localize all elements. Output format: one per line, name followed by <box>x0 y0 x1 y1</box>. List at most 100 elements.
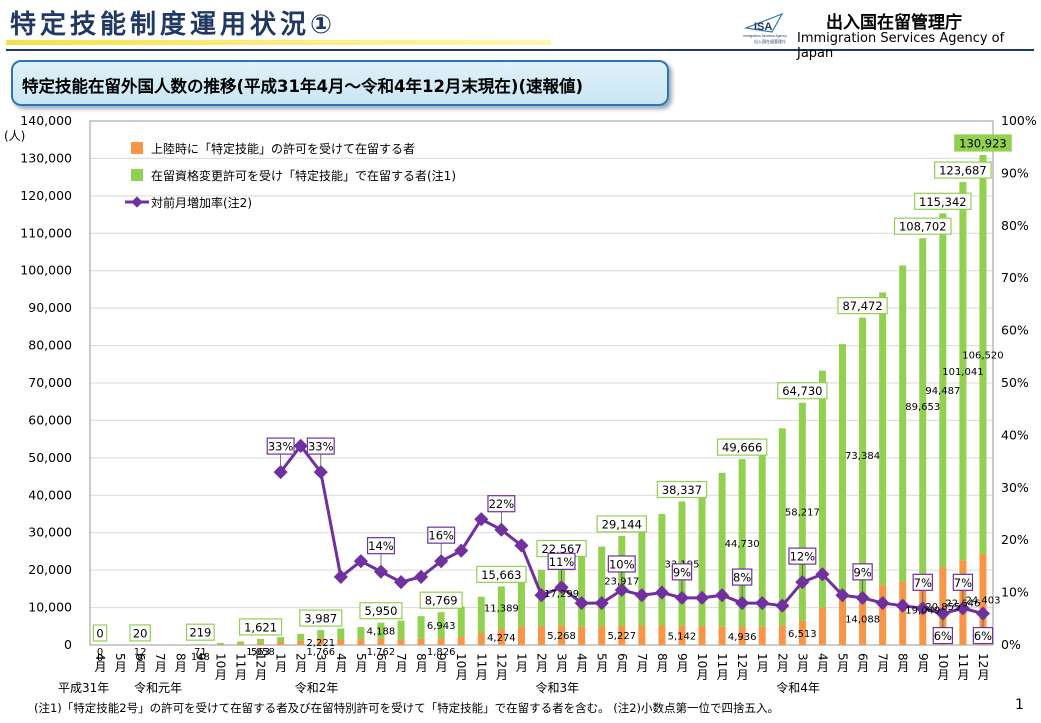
rate-marker <box>574 596 589 611</box>
y2-tick-label: 70% <box>1001 270 1029 285</box>
bar-status-change <box>899 265 907 582</box>
total-label: 15,663 <box>481 568 521 582</box>
x-tick-label: 4月 <box>93 653 107 673</box>
rate-label-box <box>972 626 994 645</box>
logo-en: Immigration Services Agency <box>743 34 787 38</box>
rate-marker <box>594 596 609 611</box>
bar-status-change <box>437 612 445 639</box>
bar-landing <box>277 642 285 645</box>
bar-status-change <box>477 596 485 634</box>
total-label-box <box>837 297 888 315</box>
bar-status-change <box>798 402 806 621</box>
x-tick-label: 5月 <box>836 653 850 673</box>
bar-status-change <box>839 344 846 601</box>
total-label: 22,567 <box>541 542 581 556</box>
y2-tick-label: 50% <box>1001 375 1029 390</box>
total-label-box <box>185 623 215 641</box>
rate-marker <box>654 585 669 600</box>
y-tick-label: 90,000 <box>28 300 72 315</box>
x-tick-label: 7月 <box>153 653 167 673</box>
bar-status-change <box>578 554 586 627</box>
rate-label-box <box>731 568 753 586</box>
status-change-label: 94,487 <box>925 386 960 397</box>
rate-marker <box>895 598 910 613</box>
landing-label: 5,268 <box>547 631 576 642</box>
landing-label: 1,762 <box>367 647 396 658</box>
total-label: 219 <box>189 626 211 640</box>
total-label-box <box>934 161 992 179</box>
logo-sub: 出入国在留管理庁 <box>754 38 786 44</box>
header-divider <box>6 49 1034 51</box>
total-label: 87,472 <box>842 299 882 313</box>
x-tick-label: 5月 <box>354 653 368 673</box>
status-change-label: 4,188 <box>367 627 396 638</box>
landing-label: 20,855 <box>925 602 960 613</box>
landing-label: 12 <box>134 647 147 658</box>
bar-landing <box>578 626 586 645</box>
rate-marker <box>393 575 409 590</box>
total-label: 5,950 <box>364 604 397 618</box>
rate-marker <box>815 567 830 582</box>
landing-label: 5,142 <box>668 631 697 642</box>
rate-label: 33% <box>308 440 334 454</box>
bar-landing <box>477 633 485 645</box>
landing-label: 1,766 <box>306 647 335 658</box>
y2-tick-label: 40% <box>1001 427 1029 442</box>
bar-landing <box>337 639 345 645</box>
total-label: 64,730 <box>782 384 822 398</box>
bar-landing <box>257 642 265 645</box>
x-tick-label: 1月 <box>274 653 288 673</box>
legend-label-rate: 対前月増加率(注2) <box>151 195 252 210</box>
total-label: 8,769 <box>425 594 458 608</box>
status-change-label: 6,943 <box>427 621 456 632</box>
bar-status-change <box>497 586 505 630</box>
y2-tick-label: 60% <box>1001 323 1029 338</box>
x-tick-label: 4月 <box>575 653 589 673</box>
logo-text: ISA <box>754 21 772 33</box>
bar-landing <box>718 626 726 645</box>
total-label-box <box>129 624 151 642</box>
x-tick-label: 7月 <box>635 653 649 673</box>
y-tick-label: 20,000 <box>28 562 72 577</box>
agency-name-en: Immigration Services Agency of Japan <box>797 31 1005 61</box>
bar-status-change <box>297 633 305 641</box>
x-tick-label: 11月 <box>234 653 248 681</box>
year-label: 令和2年 <box>295 680 339 695</box>
landing-label: 0 <box>97 647 103 658</box>
y-tick-label: 120,000 <box>20 188 72 203</box>
total-label-box <box>596 515 647 533</box>
legend-swatch-status-change <box>131 169 143 181</box>
legend-label-status-change: 在留資格変更許可を受け「特定技能」で在留する者(注1) <box>151 168 456 183</box>
x-tick-label: 3月 <box>795 653 809 673</box>
year-label: 平成31年 <box>58 681 109 695</box>
rate-label: 7% <box>914 576 932 590</box>
total-label-box <box>359 602 403 620</box>
bar-landing <box>417 638 425 645</box>
rate-label: 6% <box>974 629 992 643</box>
x-tick-label: 4月 <box>815 653 829 673</box>
total-label-box <box>92 624 108 642</box>
bar-landing <box>839 600 846 645</box>
x-tick-label: 2月 <box>294 653 308 673</box>
bar-status-change <box>638 526 646 626</box>
bar-landing <box>818 607 826 645</box>
total-label: 29,144 <box>602 517 642 531</box>
bar-status-change <box>718 472 726 627</box>
rate-label-box <box>952 573 974 591</box>
status-change-label: 2,221 <box>306 638 335 649</box>
landing-label: 1,826 <box>427 647 456 658</box>
bar-status-change <box>257 638 265 643</box>
rate-label-box <box>547 552 576 570</box>
x-tick-label: 7月 <box>876 653 890 673</box>
rate-label: 9% <box>673 565 691 579</box>
rate-marker <box>755 596 770 611</box>
bar-status-change <box>919 238 927 574</box>
x-tick-label: 4月 <box>334 653 348 673</box>
y2-tick-label: 80% <box>1001 218 1029 233</box>
bar-status-change <box>939 213 947 567</box>
total-label-box <box>656 480 708 499</box>
x-tick-label: 10月 <box>695 653 709 681</box>
status-change-label: 148 <box>191 652 210 663</box>
y2-tick-label: 100% <box>1001 113 1037 128</box>
